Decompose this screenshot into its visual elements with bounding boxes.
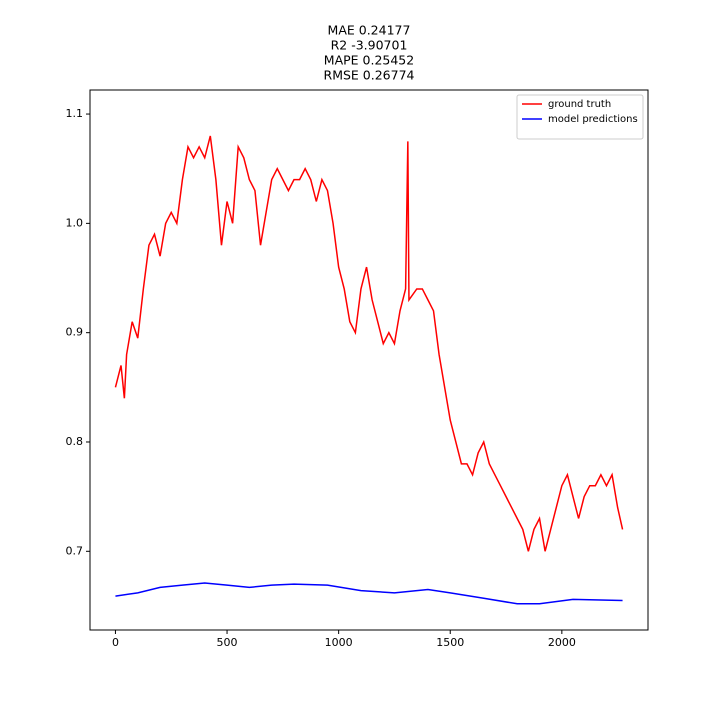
legend-label: ground truth (548, 99, 611, 110)
x-tick-label: 1000 (325, 636, 353, 649)
x-tick-label: 500 (217, 636, 238, 649)
y-tick-label: 0.7 (66, 544, 84, 557)
series-line (114, 135, 624, 552)
series-line (115, 582, 623, 605)
x-tick-label: 0 (112, 636, 119, 649)
y-tick-label: 0.8 (66, 435, 84, 448)
x-tick-label: 1500 (436, 636, 464, 649)
y-tick-label: 1.0 (66, 216, 84, 229)
chart-title: RMSE 0.26774 (324, 68, 415, 83)
chart-title: R2 -3.90701 (331, 38, 408, 53)
legend-label: model predictions (548, 114, 638, 125)
legend-box (516, 94, 644, 140)
y-tick-label: 0.9 (66, 326, 84, 339)
axes-frame (89, 89, 649, 631)
x-tick-label: 2000 (548, 636, 576, 649)
chart-title: MAPE 0.25452 (324, 53, 414, 68)
y-tick-label: 1.1 (66, 107, 84, 120)
chart-title: MAE 0.24177 (328, 23, 411, 38)
